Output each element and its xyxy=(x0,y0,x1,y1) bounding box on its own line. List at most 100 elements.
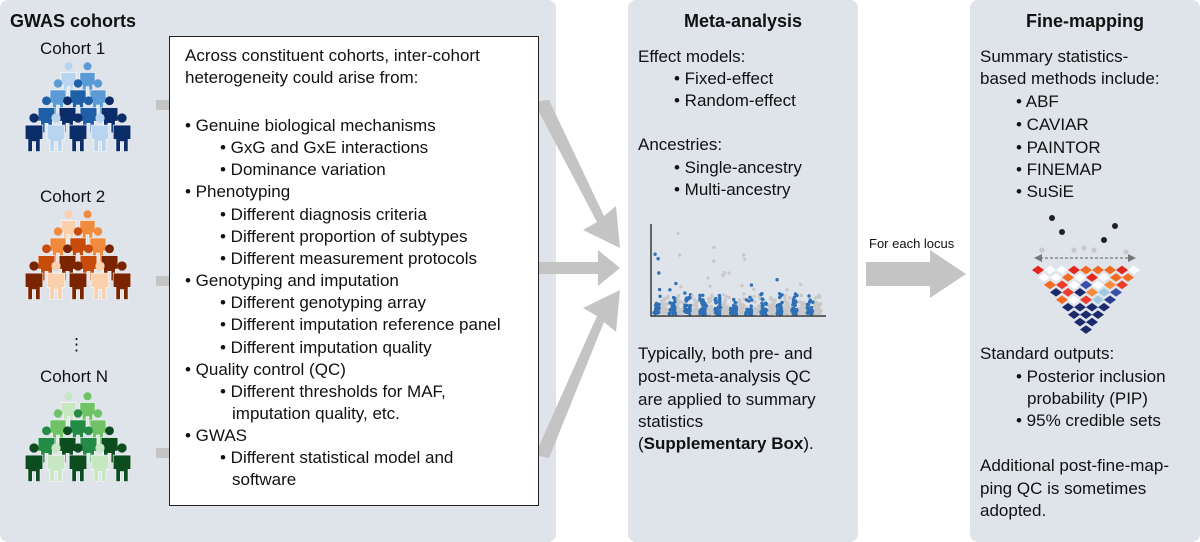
snp-point xyxy=(767,303,771,307)
snp-band xyxy=(745,308,753,314)
snp-point xyxy=(794,300,798,304)
snp-point xyxy=(726,305,730,309)
ld-cell xyxy=(1050,288,1062,297)
snp-point xyxy=(723,304,727,308)
arrow-bottom xyxy=(539,290,620,458)
ld-cell xyxy=(1068,295,1080,305)
snp-point xyxy=(698,298,702,302)
meta-panel-title: Meta-analysis xyxy=(683,11,803,31)
qc-close-paren: ). xyxy=(803,434,814,453)
snp-point xyxy=(753,300,757,304)
snp-point xyxy=(672,303,676,308)
snp-point xyxy=(668,288,672,292)
pip-dot xyxy=(1039,247,1045,253)
arrow-to-finemapping xyxy=(866,250,966,298)
snp-point xyxy=(685,303,689,308)
snp-point xyxy=(718,296,722,300)
snp-point xyxy=(791,297,796,302)
snp-point xyxy=(684,297,688,302)
ld-cell xyxy=(1110,273,1122,282)
snp-point xyxy=(814,301,818,305)
person-icon xyxy=(46,443,66,482)
heterogeneity-subitem: • Different imputation reference panel xyxy=(220,315,501,335)
snp-point xyxy=(688,303,693,308)
snp-point xyxy=(749,304,753,308)
person-icon xyxy=(112,113,132,152)
snp-point xyxy=(740,284,744,288)
ld-cell xyxy=(1062,273,1074,282)
pip-dot xyxy=(1101,237,1107,243)
ld-cell xyxy=(1068,265,1080,275)
pip-dot xyxy=(1049,215,1055,221)
fine-intro-line-2: based methods include: xyxy=(980,69,1160,88)
meta-qc-line-2: post-meta-analysis QC xyxy=(638,367,811,386)
cohort-ellipsis: ⋮ xyxy=(68,335,85,354)
ancestry-single: • Single-ancestry xyxy=(674,158,802,177)
ld-cell xyxy=(1056,265,1068,275)
snp-point xyxy=(683,291,687,295)
snp-point xyxy=(657,287,662,292)
snp-band xyxy=(791,308,798,314)
heterogeneity-subitem: • Different measurement protocols xyxy=(220,248,477,268)
output-pip-line-1: • Posterior inclusion xyxy=(1016,367,1166,386)
meta-qc-line-5: (Supplementary Box). xyxy=(638,433,814,455)
snp-point xyxy=(656,257,660,261)
ld-cell xyxy=(1080,280,1092,290)
cohortN-label: Cohort N xyxy=(40,367,109,386)
snp-band xyxy=(692,308,699,314)
heterogeneity-subitem: software xyxy=(232,470,297,490)
ld-cell xyxy=(1062,288,1074,297)
ld-cell xyxy=(1068,310,1080,319)
snp-point xyxy=(712,245,716,249)
ld-cell xyxy=(1080,265,1092,275)
ld-cell xyxy=(1116,265,1128,275)
snp-point xyxy=(772,301,776,305)
snp-point xyxy=(653,252,657,256)
method-finemap: • FINEMAP xyxy=(1016,160,1103,179)
ld-cell xyxy=(1092,265,1104,275)
snp-band xyxy=(707,308,714,314)
ld-cell xyxy=(1098,288,1110,297)
snp-point xyxy=(788,295,792,300)
snp-point xyxy=(777,292,782,296)
snp-point xyxy=(799,293,803,298)
snp-point xyxy=(660,302,665,307)
snp-point xyxy=(679,284,683,289)
ld-cell xyxy=(1074,273,1086,282)
cohort2-connector xyxy=(156,276,170,286)
ld-cell xyxy=(1074,317,1086,327)
person-icon xyxy=(24,443,44,482)
pip-dot xyxy=(1112,223,1118,229)
ld-cell xyxy=(1128,265,1140,275)
ld-cell xyxy=(1044,265,1056,275)
heterogeneity-subitem: • Different diagnosis criteria xyxy=(220,204,427,224)
snp-point xyxy=(809,299,813,304)
heterogeneity-category: • Quality control (QC) xyxy=(185,359,346,379)
snp-point xyxy=(657,271,661,275)
standard-outputs-heading: Standard outputs: xyxy=(980,344,1115,363)
snp-band xyxy=(768,308,775,314)
snp-point xyxy=(761,303,765,308)
snp-point xyxy=(712,259,716,263)
snp-point xyxy=(793,303,797,307)
ld-cell xyxy=(1116,280,1128,290)
output-pip-line-2: probability (PIP) xyxy=(1027,389,1148,408)
heterogeneity-subitem: imputation quality, etc. xyxy=(232,403,400,423)
snp-point xyxy=(742,292,746,296)
heterogeneity-category: • Genuine biological mechanisms xyxy=(185,116,436,135)
snp-point xyxy=(721,293,725,297)
supplementary-box-reference: Supplementary Box xyxy=(643,434,804,453)
ld-heatmap xyxy=(1032,265,1140,334)
ld-cell xyxy=(1080,295,1092,305)
snp-band xyxy=(654,308,661,314)
snp-point xyxy=(698,293,702,298)
snp-point xyxy=(701,300,706,304)
output-credible-sets: • 95% credible sets xyxy=(1016,411,1161,430)
snp-point xyxy=(748,295,752,299)
additional-qc-line-3: adopted. xyxy=(980,501,1047,520)
snp-band xyxy=(684,308,691,314)
ld-cell xyxy=(1068,280,1080,290)
meta-analysis-panel xyxy=(628,0,858,542)
ld-cell xyxy=(1086,288,1098,297)
arrow-label-for-each-locus: For each locus xyxy=(869,236,955,251)
